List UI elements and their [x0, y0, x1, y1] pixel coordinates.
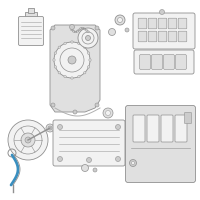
Circle shape	[78, 42, 80, 45]
Bar	[25, 12, 37, 18]
Circle shape	[51, 103, 55, 107]
FancyBboxPatch shape	[133, 115, 145, 142]
Circle shape	[116, 156, 120, 162]
Circle shape	[84, 72, 86, 74]
FancyBboxPatch shape	[175, 115, 187, 142]
FancyBboxPatch shape	[168, 31, 177, 42]
Circle shape	[64, 75, 66, 78]
Circle shape	[93, 168, 97, 172]
Circle shape	[132, 162, 134, 164]
Circle shape	[89, 59, 91, 61]
FancyBboxPatch shape	[148, 31, 157, 42]
FancyBboxPatch shape	[158, 31, 167, 42]
FancyBboxPatch shape	[126, 106, 196, 182]
Circle shape	[8, 120, 48, 160]
Circle shape	[125, 28, 129, 32]
Circle shape	[70, 24, 74, 29]
Circle shape	[54, 66, 57, 68]
Circle shape	[51, 26, 55, 30]
FancyBboxPatch shape	[147, 115, 159, 142]
Circle shape	[71, 41, 73, 43]
Circle shape	[106, 110, 110, 116]
FancyBboxPatch shape	[134, 50, 194, 74]
FancyBboxPatch shape	[138, 31, 147, 42]
Circle shape	[86, 36, 90, 40]
Circle shape	[116, 124, 120, 130]
Circle shape	[78, 75, 80, 78]
FancyBboxPatch shape	[164, 54, 174, 70]
Circle shape	[54, 42, 90, 78]
Circle shape	[54, 52, 57, 54]
FancyBboxPatch shape	[184, 112, 192, 123]
FancyBboxPatch shape	[140, 54, 151, 70]
Circle shape	[86, 158, 92, 162]
Circle shape	[58, 124, 62, 130]
Circle shape	[58, 156, 62, 162]
Circle shape	[78, 28, 98, 48]
Circle shape	[48, 126, 52, 130]
FancyBboxPatch shape	[152, 54, 162, 70]
Circle shape	[58, 72, 60, 74]
Circle shape	[68, 56, 76, 64]
Circle shape	[64, 42, 66, 45]
FancyBboxPatch shape	[18, 17, 44, 46]
Polygon shape	[50, 25, 100, 112]
FancyBboxPatch shape	[53, 120, 125, 166]
Circle shape	[108, 28, 116, 36]
FancyBboxPatch shape	[178, 31, 187, 42]
Circle shape	[115, 15, 125, 25]
Circle shape	[21, 133, 35, 147]
FancyBboxPatch shape	[176, 54, 186, 70]
Circle shape	[95, 26, 99, 30]
Circle shape	[130, 160, 136, 166]
Circle shape	[84, 46, 86, 48]
Circle shape	[87, 66, 90, 68]
FancyBboxPatch shape	[138, 18, 147, 29]
Circle shape	[82, 164, 88, 171]
Circle shape	[103, 108, 113, 118]
Circle shape	[71, 77, 73, 79]
Circle shape	[95, 103, 99, 107]
FancyBboxPatch shape	[158, 18, 167, 29]
FancyBboxPatch shape	[178, 18, 187, 29]
Circle shape	[53, 59, 55, 61]
Circle shape	[160, 9, 164, 15]
Circle shape	[46, 124, 54, 132]
Circle shape	[25, 137, 31, 143]
FancyBboxPatch shape	[148, 18, 157, 29]
FancyBboxPatch shape	[161, 115, 173, 142]
Circle shape	[118, 18, 122, 22]
Circle shape	[58, 46, 60, 48]
Bar	[28, 8, 34, 13]
FancyBboxPatch shape	[168, 18, 177, 29]
FancyBboxPatch shape	[133, 13, 195, 49]
Circle shape	[73, 110, 77, 114]
Circle shape	[87, 52, 90, 54]
